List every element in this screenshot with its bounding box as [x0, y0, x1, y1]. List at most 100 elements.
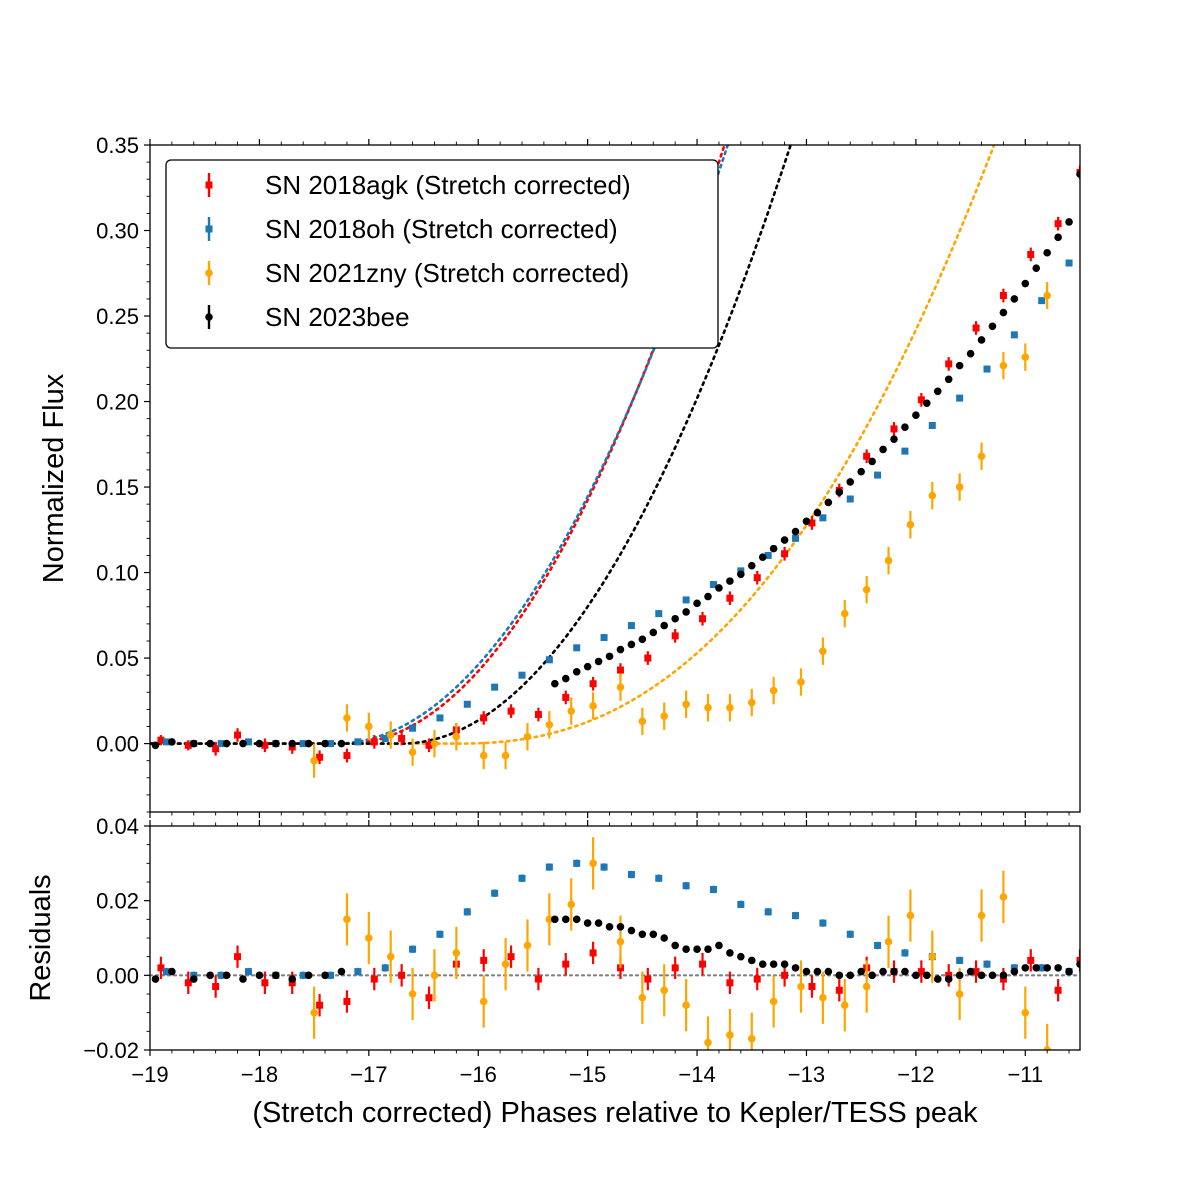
data-point — [479, 997, 488, 1006]
data-point — [408, 990, 417, 998]
legend-entry: SN 2018agk (Stretch corrected) — [205, 170, 631, 200]
data-point — [261, 979, 269, 987]
data-point — [780, 960, 789, 968]
data-point — [802, 967, 811, 976]
data-point — [671, 632, 679, 640]
residuals-panel: −19 −18 −17 −16 −15 −14 −13 −12 −11 −0.02 0.00 0.02… — [25, 814, 1082, 1129]
data-point — [589, 859, 597, 868]
data-point — [764, 908, 772, 916]
data-point — [819, 647, 827, 656]
data-point — [923, 971, 931, 980]
y-tick-label: 0.35 — [96, 133, 139, 158]
data-point — [769, 544, 778, 553]
data-point — [797, 678, 805, 686]
data-point — [304, 971, 313, 980]
data-point — [988, 971, 997, 980]
data-point — [1027, 250, 1035, 258]
data-point — [791, 964, 800, 972]
data-point — [507, 953, 515, 961]
data-point — [365, 934, 373, 942]
data-point — [545, 863, 553, 871]
data-point — [430, 739, 439, 748]
data-point — [999, 971, 1008, 980]
data-point — [780, 536, 789, 544]
data-point — [1054, 964, 1062, 972]
data-point — [977, 452, 986, 461]
data-point — [819, 993, 827, 1002]
legend-label: SN 2018oh (Stretch corrected) — [265, 214, 618, 244]
main-axis-ticks: 0.00 0.05 0.10 0.15 0.20 0.25 0.30 0.35 — [96, 133, 1070, 818]
x-axis-label: (Stretch corrected) Phases relative to K… — [252, 1097, 978, 1129]
data-point — [244, 738, 252, 746]
data-point — [1065, 259, 1073, 267]
data-point — [819, 919, 827, 927]
data-point — [781, 550, 789, 558]
data-point — [567, 900, 576, 909]
data-point — [840, 1001, 849, 1009]
data-point — [682, 596, 690, 604]
series-1 — [162, 259, 1073, 748]
data-point — [769, 686, 778, 695]
data-point — [835, 986, 843, 994]
data-point — [747, 561, 756, 570]
data-point — [874, 941, 882, 949]
data-point — [977, 911, 986, 920]
legend-entry: SN 2021zny (Stretch corrected) — [205, 258, 629, 288]
legend-entry: SN 2018oh (Stretch corrected) — [205, 214, 618, 244]
data-point — [184, 741, 192, 749]
data-point — [501, 751, 510, 760]
x-tick-label: −17 — [350, 1062, 387, 1087]
data-point — [901, 967, 909, 976]
data-point — [491, 683, 499, 691]
data-point — [764, 551, 772, 559]
series-3 — [151, 170, 1080, 750]
x-tick-label: −19 — [131, 1062, 168, 1087]
series-3 — [151, 915, 1080, 983]
residuals-axis-ticks: −19 −18 −17 −16 −15 −14 −13 −12 −11 −0.02 0.00 0.02… — [83, 814, 1070, 1087]
data-point — [655, 874, 663, 882]
data-point — [699, 960, 707, 968]
data-point — [972, 324, 980, 332]
data-point — [709, 581, 717, 589]
data-point — [518, 874, 526, 882]
x-tick-label: −15 — [569, 1062, 606, 1087]
data-point — [600, 634, 608, 642]
data-point — [398, 734, 406, 742]
data-point — [802, 517, 811, 526]
data-point — [863, 452, 871, 460]
data-point — [234, 953, 242, 961]
data-point — [857, 967, 865, 976]
data-point — [846, 930, 854, 938]
main-data-points — [151, 165, 1080, 778]
data-point — [1043, 964, 1051, 972]
data-point — [288, 975, 297, 983]
data-point — [682, 882, 690, 890]
data-point — [600, 863, 608, 871]
data-point — [999, 292, 1007, 300]
data-point — [616, 683, 625, 691]
data-point — [239, 739, 247, 748]
data-point — [370, 975, 378, 983]
data-point — [758, 960, 767, 968]
data-point — [545, 915, 554, 924]
data-point — [272, 971, 280, 980]
data-point — [1054, 233, 1062, 242]
data-point — [616, 923, 625, 931]
data-point — [726, 594, 734, 602]
x-tick-label: −13 — [788, 1062, 825, 1087]
data-point — [189, 975, 198, 983]
data-point — [901, 423, 909, 431]
data-point — [955, 361, 964, 370]
data-point — [682, 700, 690, 709]
data-point — [912, 411, 920, 420]
data-point — [835, 488, 844, 496]
data-point — [337, 967, 346, 976]
data-point — [452, 949, 461, 957]
data-point — [649, 930, 658, 939]
data-point — [562, 693, 570, 701]
data-point — [747, 956, 756, 965]
data-point — [480, 956, 488, 964]
data-point — [868, 457, 876, 466]
data-point — [704, 592, 712, 601]
